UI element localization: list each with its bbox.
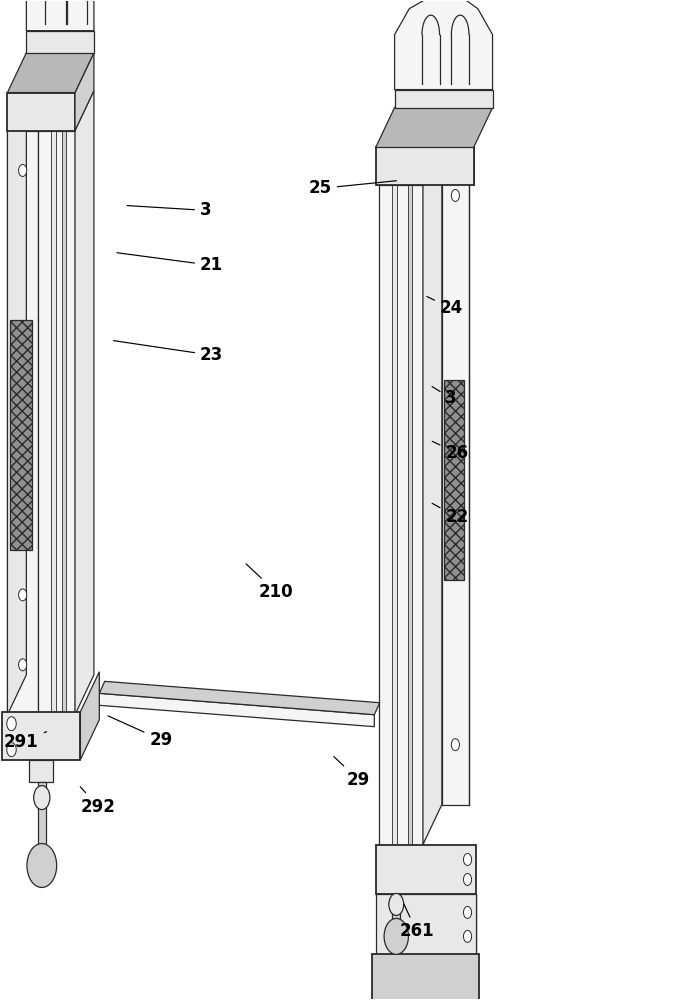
Bar	[26, 31, 94, 53]
Text: 210: 210	[246, 564, 293, 601]
Bar	[30, 760, 53, 782]
Text: 3: 3	[432, 387, 457, 407]
Text: 22: 22	[432, 503, 468, 526]
Bar	[10, 320, 32, 550]
Circle shape	[384, 918, 408, 954]
Bar	[7, 93, 75, 131]
Polygon shape	[75, 91, 94, 715]
Polygon shape	[395, 0, 493, 90]
Text: 292: 292	[81, 787, 115, 816]
Bar	[376, 894, 476, 954]
Polygon shape	[26, 0, 94, 31]
Circle shape	[27, 844, 57, 887]
Text: 291: 291	[4, 732, 47, 751]
Bar	[395, 90, 493, 108]
Polygon shape	[100, 681, 380, 715]
Text: 29: 29	[334, 757, 370, 789]
Bar	[442, 145, 469, 805]
Polygon shape	[100, 693, 374, 727]
Circle shape	[7, 743, 16, 757]
Bar	[51, 131, 56, 715]
Circle shape	[464, 873, 472, 885]
Bar	[408, 185, 412, 845]
Polygon shape	[376, 108, 493, 147]
Bar	[38, 782, 46, 858]
Circle shape	[18, 164, 26, 176]
Text: 26: 26	[432, 441, 468, 462]
Bar	[62, 131, 66, 715]
Circle shape	[464, 930, 472, 942]
Bar	[2, 712, 81, 760]
Bar	[372, 954, 479, 1000]
Circle shape	[34, 786, 50, 810]
Circle shape	[18, 589, 26, 601]
Bar	[392, 185, 397, 845]
Circle shape	[7, 717, 16, 731]
Bar	[376, 845, 476, 894]
Text: 3: 3	[127, 201, 212, 219]
Bar	[392, 894, 400, 929]
Bar	[38, 131, 75, 715]
Circle shape	[452, 189, 460, 201]
Bar	[7, 131, 38, 715]
Bar	[379, 185, 423, 845]
Circle shape	[452, 739, 460, 751]
Polygon shape	[75, 53, 94, 131]
Text: 25: 25	[309, 179, 397, 197]
Text: 24: 24	[427, 296, 463, 317]
Circle shape	[464, 854, 472, 865]
Bar	[444, 380, 464, 580]
Circle shape	[18, 659, 26, 671]
Text: 261: 261	[399, 904, 434, 940]
Polygon shape	[423, 145, 442, 845]
Polygon shape	[7, 53, 94, 93]
Bar	[376, 147, 474, 185]
Text: 29: 29	[108, 716, 173, 749]
Circle shape	[389, 893, 403, 915]
Text: 23: 23	[114, 341, 223, 364]
Polygon shape	[81, 672, 100, 760]
Text: 21: 21	[117, 253, 223, 274]
Polygon shape	[7, 91, 26, 715]
Circle shape	[464, 906, 472, 918]
